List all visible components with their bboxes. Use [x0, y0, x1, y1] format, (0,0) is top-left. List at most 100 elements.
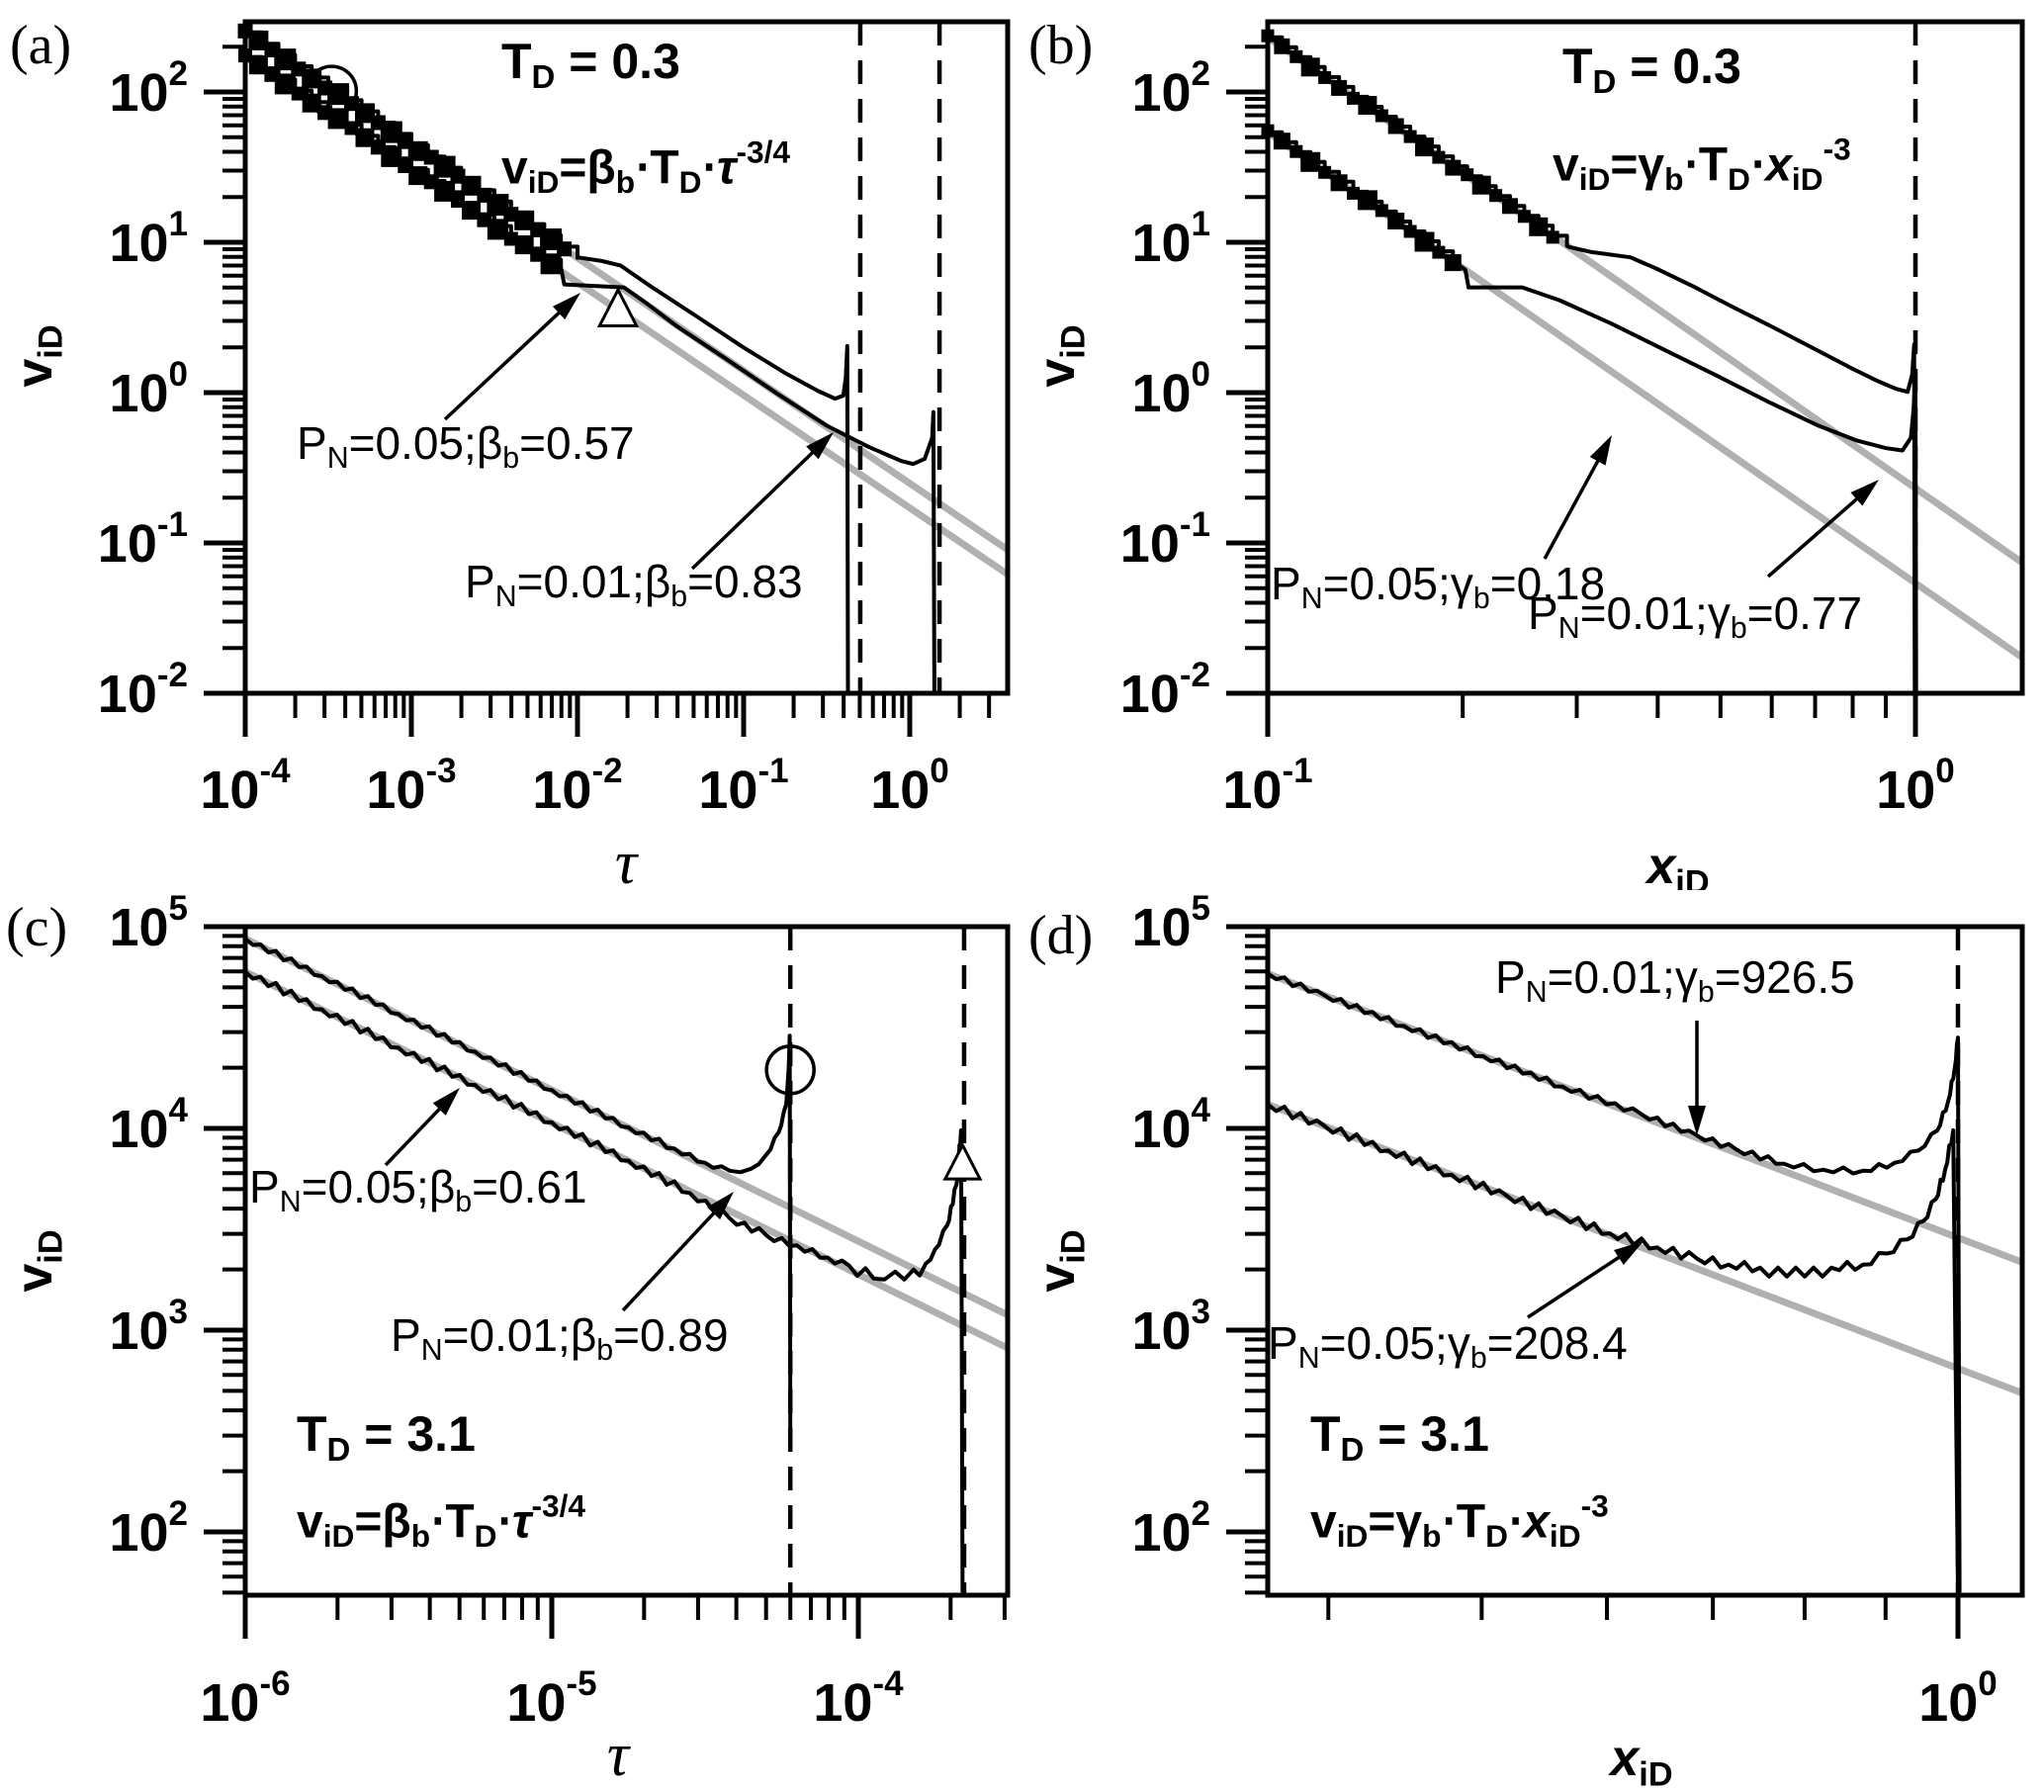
square-marker: [1403, 130, 1417, 143]
label-pn005: PN=0.05;βb=0.61: [249, 1161, 587, 1218]
circle-marker: [305, 64, 359, 118]
square-marker: [487, 194, 509, 217]
panel-a: (a) 10-4 10-3 10-2 10-1 100 102 101 100 10-1 10-2…: [0, 0, 1022, 890]
formula: viD=βb⋅TD⋅τ-3/4: [501, 134, 790, 200]
panel-letter-d: (d): [1028, 905, 1094, 966]
square-marker: [1461, 168, 1474, 182]
curve-pn001: [1261, 29, 1917, 694]
y-axis-title: viD: [1028, 324, 1092, 387]
y-axis-ticks: [1226, 924, 1268, 1595]
x-tick-label: 100: [1876, 752, 1955, 820]
formula: viD=γb⋅TD⋅xiD-3: [1553, 131, 1851, 197]
curve-pn005: [1267, 1103, 1960, 1593]
square-marker: [1387, 118, 1404, 134]
x-axis-title: τ: [615, 830, 640, 890]
curve-pn001: [237, 23, 850, 694]
square-marker: [407, 140, 428, 161]
y-tick-label: 100: [1131, 355, 1210, 423]
square-marker: [462, 201, 481, 221]
fit-lines: [243, 935, 1009, 1351]
td-value: TD = 0.3: [1562, 39, 1741, 100]
label-pn005: PN=0.05;γb=0.18: [1271, 558, 1605, 615]
square-marker: [1347, 91, 1360, 105]
x-tick-label: 100: [870, 752, 949, 820]
curve-line-pn001: [243, 937, 793, 1432]
square-marker: [503, 231, 518, 246]
arrow-head: [806, 432, 834, 460]
arrow-head: [1688, 1106, 1706, 1135]
y-tick-label: 100: [109, 355, 188, 423]
arrow-head: [552, 293, 580, 320]
panel-letter-a: (a): [10, 15, 72, 76]
y-tick-label: 101: [1131, 205, 1210, 273]
panel-letter-c: (c): [6, 897, 68, 958]
annotation-arrows: [1527, 1021, 1706, 1319]
annotation-arrows: [384, 1088, 734, 1312]
td-value: TD = 3.1: [297, 1406, 476, 1468]
label-pn005: PN=0.05;βb=0.57: [297, 417, 635, 475]
curve-pn005: [238, 48, 936, 694]
label-pn001: PN=0.01;βb=0.83: [465, 556, 803, 613]
square-marker: [540, 253, 562, 275]
plot-frame: [1265, 924, 2025, 1598]
y-axis-ticks: [1226, 45, 1268, 696]
panel-b: (b) 10-1 100 102 101 100 10-1 10-2 xiD viD TD = 0…: [1022, 0, 2044, 890]
arrow-line: [621, 1199, 728, 1312]
x-axis-title: xiD: [1607, 1730, 1672, 1792]
square-marker: [355, 103, 375, 124]
x-axis-ticks: [242, 693, 992, 737]
square-marker: [1471, 175, 1491, 195]
square-marker: [380, 121, 402, 143]
square-marker: [1432, 245, 1446, 259]
square-markers-pn001: [1261, 29, 1559, 244]
y-axis-title: viD: [6, 324, 69, 387]
x-tick-label: 10-6: [200, 1664, 290, 1733]
arrow-line: [1527, 1246, 1635, 1319]
square-marker: [514, 210, 535, 230]
square-marker: [355, 128, 375, 147]
curve-pn005: [243, 970, 965, 1593]
square-marker: [1414, 231, 1435, 252]
square-marker: [540, 228, 563, 250]
y-tick-label: 105: [1131, 890, 1210, 957]
circle-marker: [764, 1044, 816, 1096]
square-markers-pn005: [1261, 124, 1462, 272]
y-tick-label: 101: [109, 205, 188, 273]
square-marker: [1415, 137, 1434, 157]
label-pn001: PN=0.01;γb=926.5: [1495, 951, 1855, 1009]
panel-d-plot: 100 105 104 103 102 xiD viD TD = 3.1 viD=γb⋅TD⋅x…: [1028, 890, 2025, 1792]
x-axis-title: τ: [607, 1722, 632, 1789]
td-value: TD = 3.1: [1310, 1406, 1489, 1468]
square-marker: [451, 194, 465, 208]
y-tick-label: 104: [1131, 1091, 1210, 1159]
curve-pn001: [243, 937, 793, 1432]
arrow-line: [1543, 444, 1608, 560]
square-marker: [1300, 151, 1321, 172]
x-tick-label: 10-2: [532, 752, 622, 820]
square-marker: [1375, 204, 1388, 218]
square-markers-pn005: [238, 48, 562, 275]
curve-line-pn005: [243, 970, 965, 1593]
y-tick-label: 102: [109, 1494, 188, 1563]
square-marker: [291, 86, 306, 101]
x-axis-ticks: [242, 1595, 1007, 1639]
square-marker: [1432, 150, 1446, 164]
square-marker: [1444, 254, 1462, 272]
y-tick-label: 103: [109, 1293, 188, 1361]
arrow-head: [432, 1088, 460, 1116]
square-marker: [1489, 189, 1503, 203]
dashed-lines: [857, 22, 942, 693]
x-tick-label: 10-1: [1222, 752, 1312, 820]
annotation-arrows: [1543, 435, 1879, 579]
square-marker: [434, 180, 456, 202]
arrow-line: [690, 439, 827, 571]
y-tick-label: 102: [1131, 1494, 1210, 1563]
square-marker: [1375, 109, 1388, 123]
y-tick-label: 103: [1131, 1293, 1210, 1361]
formula: viD=βb⋅TD⋅τ-3/4: [297, 1487, 585, 1554]
x-tick-label: 10-3: [366, 752, 456, 820]
square-marker: [1289, 49, 1303, 63]
square-marker: [1331, 79, 1348, 96]
curve-pn001: [1267, 972, 1962, 1593]
